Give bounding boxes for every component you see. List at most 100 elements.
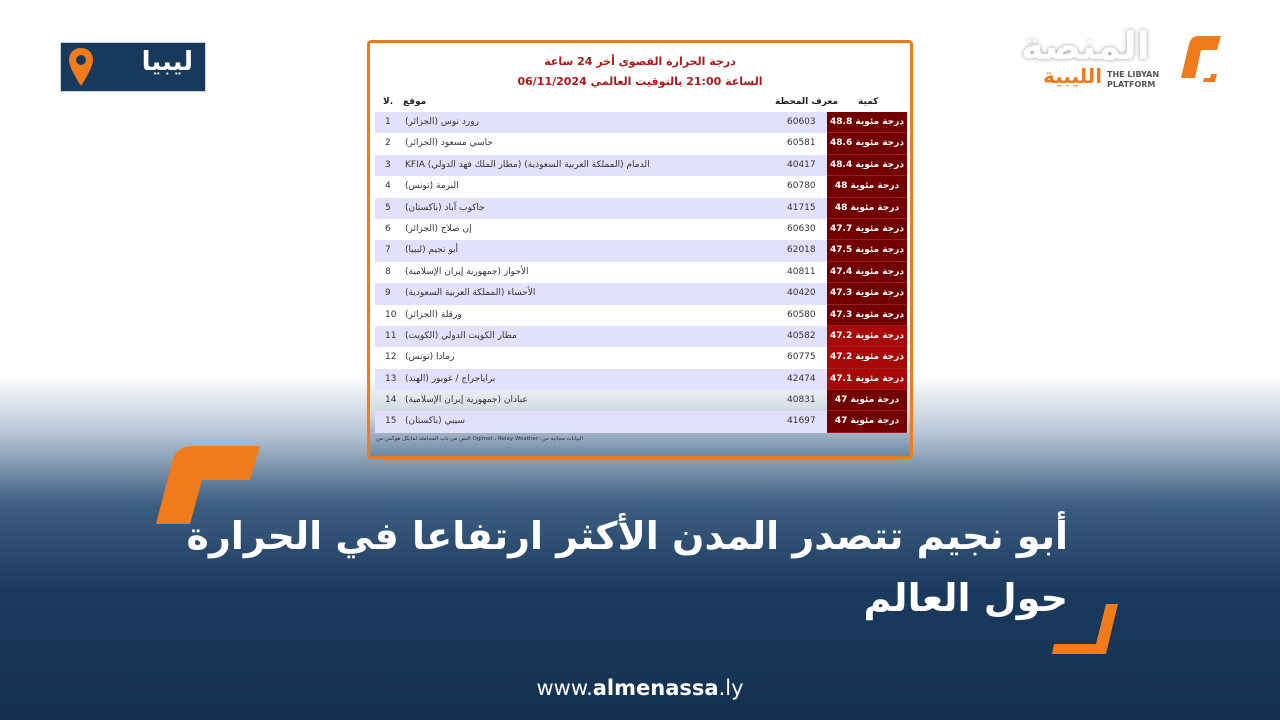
header-station: معرف المحطة	[775, 97, 839, 107]
row-location: براياجراج / غوبور (الهند)	[405, 373, 496, 384]
brand-english-1: THE LIBYAN	[1107, 70, 1160, 79]
row-number: 13	[385, 373, 397, 384]
row-station-id: 60780	[787, 181, 816, 192]
row-station-id: 60775	[787, 352, 816, 363]
row-location: الدمام (المملكة العربية السعودية) (مطار …	[405, 159, 650, 170]
table-title: درجة الحرارة القصوى أخر 24 ساعة	[544, 55, 736, 68]
row-location: رورد نوس (الجزائر)	[405, 117, 479, 127]
headline-line-2: حول العالم	[863, 576, 1069, 620]
row-temperature: درجة مئوية 47	[827, 390, 907, 412]
row-temperature: درجة مئوية 47.2	[827, 325, 907, 348]
temperature-table-image: درجة الحرارة القصوى أخر 24 ساعة الساعة 2…	[367, 40, 913, 459]
row-station-id: 40811	[787, 266, 816, 277]
header-value: كمية	[858, 97, 879, 107]
row-location: عبادان (جمهورية إيران الإسلامية)	[405, 395, 528, 406]
website-url[interactable]: www.almenassa.ly	[0, 676, 1280, 700]
row-temperature: درجة مئوية 47.5	[827, 240, 907, 262]
row-temperature: درجة مئوية 47.3	[827, 283, 907, 305]
row-location: سيبي (باكستان)	[405, 416, 465, 427]
table-row: 13 براياجراج / غوبور (الهند) 42474 درجة مئو…	[375, 368, 908, 391]
row-temperature: درجة مئوية 48	[827, 176, 907, 198]
table-row: 2 حاسي مسعود (الجزائر) 60581 درجة مئوية 48.…	[375, 133, 908, 155]
source-note: البيانات مجانية من: Ogimet ، Relay Weath…	[376, 436, 584, 442]
headline: أبو نجيم تتصدر المدن الأكثر ارتفاعا في ا…	[168, 505, 1068, 629]
row-location: أبو نجيم (ليبيا)	[405, 245, 459, 256]
table-row: 3 الدمام (المملكة العربية السعودية) (مطار…	[375, 154, 908, 177]
row-location: إن صلاح (الجزائر)	[405, 223, 472, 234]
brand-english-2: PLATFORM	[1107, 80, 1156, 89]
row-station-id: 40831	[787, 395, 816, 406]
row-temperature: درجة مئوية 48.8	[827, 112, 907, 134]
row-number: 8	[385, 266, 391, 277]
row-location: جاكوب آباد (باكستان)	[405, 202, 485, 213]
row-station-id: 62018	[787, 245, 816, 256]
row-temperature: درجة مئوية 48.4	[827, 154, 907, 177]
map-pin-icon	[69, 48, 93, 86]
libya-badge: ليبيا	[60, 42, 206, 92]
table-row: 8 الأحواز (جمهورية إيران الإسلامية) 40811 د…	[375, 261, 908, 284]
url-domain: almenassa	[592, 676, 719, 700]
table-row: 10 ورقلة (الجزائر) 60580 درجة مئوية 47.3	[375, 304, 908, 326]
table-row: 6 إن صلاح (الجزائر) 60630 درجة مئوية 47.7	[375, 218, 908, 241]
row-number: 12	[385, 352, 397, 363]
header-location: موقع	[403, 97, 427, 107]
row-number: 2	[385, 138, 391, 149]
row-number: 6	[385, 223, 391, 234]
row-number: 5	[385, 202, 391, 213]
row-station-id: 60580	[787, 309, 816, 320]
brand-arabic-top: المنصة	[1021, 24, 1150, 68]
row-location: البرمة (تونس)	[405, 181, 459, 192]
table-row: 7 أبو نجيم (ليبيا) 62018 درجة مئوية 47.5	[375, 240, 908, 262]
row-temperature: درجة مئوية 48.6	[827, 133, 907, 155]
row-station-id: 60581	[787, 138, 816, 149]
row-station-id: 40582	[787, 330, 816, 341]
row-temperature: درجة مئوية 47.4	[827, 261, 907, 284]
badge-label: ليبيا	[141, 47, 193, 77]
row-station-id: 41697	[787, 416, 816, 427]
row-station-id: 40420	[787, 288, 816, 299]
header-num: لا.	[383, 97, 394, 107]
table-row: 1 رورد نوس (الجزائر) 60603 درجة مئوية 48.8	[375, 112, 908, 134]
table-row: 12 رمادا (تونس) 60775 درجة مئوية 47.2	[375, 347, 908, 369]
row-temperature: درجة مئوية 47	[827, 411, 907, 433]
table-row: 5 جاكوب آباد (باكستان) 41715 درجة مئوية 48	[375, 197, 908, 219]
row-location: ورقلة (الجزائر)	[405, 309, 462, 320]
row-number: 1	[385, 117, 391, 127]
row-location: رمادا (تونس)	[405, 352, 455, 363]
row-temperature: درجة مئوية 47.3	[827, 304, 907, 326]
orange-bracket-bottom-icon	[1052, 604, 1118, 654]
row-number: 10	[385, 309, 397, 320]
table-row: 15 سيبي (باكستان) 41697 درجة مئوية 47	[375, 411, 908, 433]
row-number: 14	[385, 395, 397, 406]
row-temperature: درجة مئوية 47.1	[827, 368, 907, 391]
table-body: 1 رورد نوس (الجزائر) 60603 درجة مئوية 48.8 2…	[375, 112, 908, 433]
brand-mark-icon	[1181, 36, 1221, 82]
row-number: 7	[385, 245, 391, 256]
row-number: 15	[385, 416, 397, 427]
url-suffix: .ly	[718, 676, 744, 700]
table-row: 4 البرمة (تونس) 60780 درجة مئوية 48	[375, 176, 908, 198]
row-number: 9	[385, 288, 391, 299]
table-subtitle: الساعة 21:00 بالتوقيت العالمي 06/11/2024	[517, 75, 763, 88]
row-number: 11	[385, 330, 397, 341]
row-temperature: درجة مئوية 47.7	[827, 218, 907, 241]
row-station-id: 40417	[787, 159, 816, 170]
row-number: 3	[385, 159, 391, 170]
url-prefix: www.	[536, 676, 593, 700]
brand-english: THE LIBYAN PLATFORM	[1107, 70, 1159, 90]
row-location: مطار الكويت الدولي (الكويت)	[405, 330, 517, 341]
orange-bracket-top-icon	[156, 446, 260, 524]
table-row: 11 مطار الكويت الدولي (الكويت) 40582 درجة م…	[375, 325, 908, 348]
row-station-id: 60603	[787, 117, 816, 127]
row-temperature: درجة مئوية 48	[827, 197, 907, 219]
brand-arabic-bottom: الليبية	[1043, 64, 1103, 88]
row-station-id: 42474	[787, 373, 816, 384]
row-station-id: 41715	[787, 202, 816, 213]
row-location: الأحواز (جمهورية إيران الإسلامية)	[405, 266, 529, 277]
table-row: 9 الأحساء (المملكة العربية السعودية) 40420…	[375, 283, 908, 305]
row-location: حاسي مسعود (الجزائر)	[405, 138, 493, 149]
headline-line-1: أبو نجيم تتصدر المدن الأكثر ارتفاعا في ا…	[186, 514, 1068, 558]
brand-logo: المنصة الليبية THE LIBYAN PLATFORM	[1015, 24, 1225, 98]
row-number: 4	[385, 181, 391, 192]
row-location: الأحساء (المملكة العربية السعودية)	[405, 288, 536, 299]
